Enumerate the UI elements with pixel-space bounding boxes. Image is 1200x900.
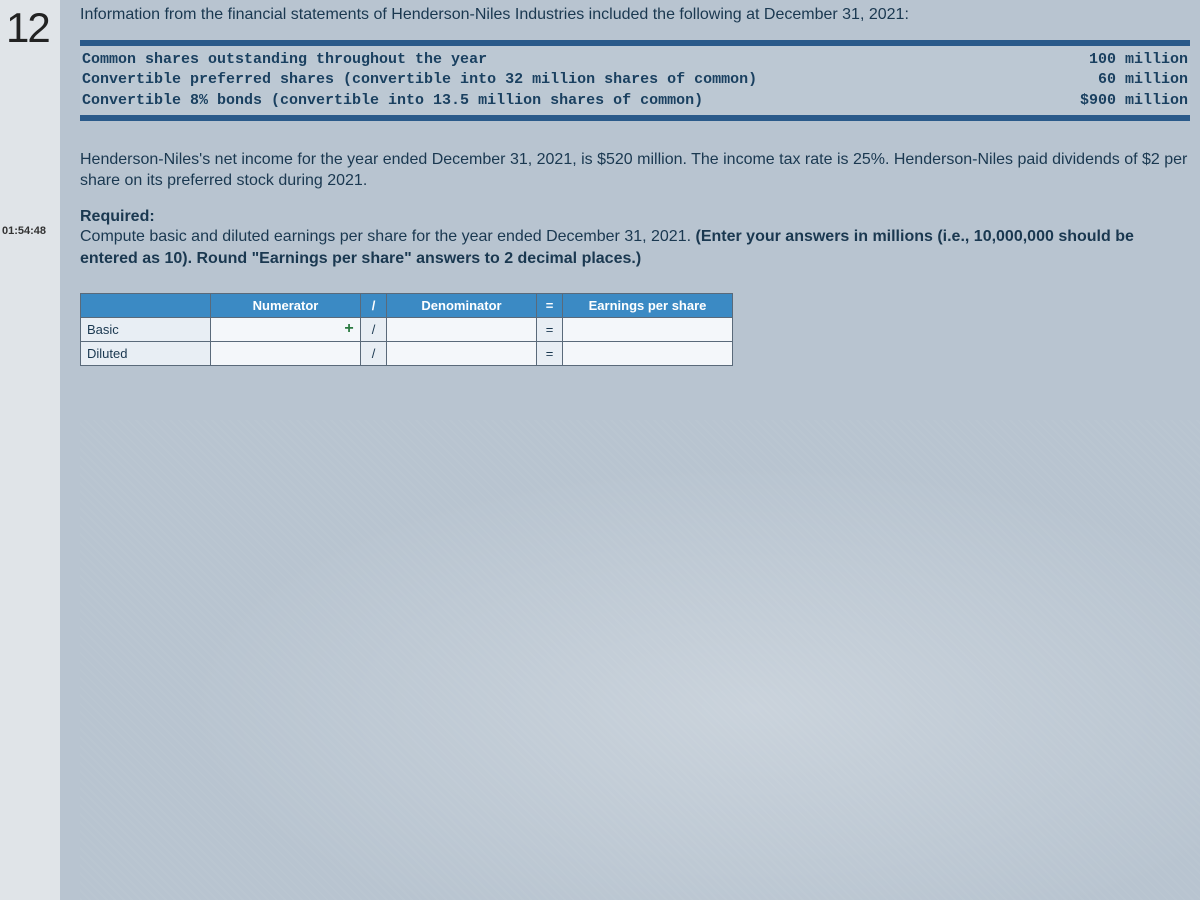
- basic-eps-cell[interactable]: [563, 318, 733, 342]
- left-rail: 12 01:54:48: [0, 0, 60, 900]
- info-value: $900 million: [1060, 91, 1188, 111]
- diluted-denominator-input[interactable]: [393, 345, 530, 362]
- required-text: Compute basic and diluted earnings per s…: [80, 226, 1190, 269]
- diluted-numerator-input[interactable]: [217, 345, 354, 362]
- required-block: Required: Compute basic and diluted earn…: [80, 208, 1190, 269]
- plus-icon[interactable]: +: [342, 323, 356, 337]
- question-content: Information from the financial statement…: [80, 6, 1190, 366]
- header-denominator: Denominator: [387, 294, 537, 318]
- info-label: Convertible preferred shares (convertibl…: [82, 70, 757, 90]
- op-divide: /: [361, 342, 387, 366]
- basic-denominator-input[interactable]: [393, 321, 530, 338]
- header-numerator: Numerator: [211, 294, 361, 318]
- row-label-basic: Basic: [81, 318, 211, 342]
- basic-eps-input[interactable]: [569, 321, 726, 338]
- op-divide: /: [361, 318, 387, 342]
- screen-glare: [80, 420, 1200, 900]
- financial-info-box: Common shares outstanding throughout the…: [80, 40, 1190, 121]
- intro-text: Information from the financial statement…: [80, 6, 1190, 24]
- op-equals: =: [537, 342, 563, 366]
- info-value: 100 million: [1069, 50, 1188, 70]
- basic-numerator-cell[interactable]: +: [211, 318, 361, 342]
- header-divide: /: [361, 294, 387, 318]
- info-row: Convertible 8% bonds (convertible into 1…: [82, 91, 1188, 111]
- context-paragraph: Henderson-Niles's net income for the yea…: [80, 149, 1190, 192]
- info-label: Common shares outstanding throughout the…: [82, 50, 487, 70]
- timer: 01:54:48: [2, 225, 46, 237]
- eps-table: Numerator / Denominator = Earnings per s…: [80, 293, 733, 366]
- diluted-eps-cell[interactable]: [563, 342, 733, 366]
- required-text-main: Compute basic and diluted earnings per s…: [80, 228, 696, 245]
- diluted-eps-input[interactable]: [569, 345, 726, 362]
- diluted-numerator-cell[interactable]: [211, 342, 361, 366]
- question-number: 12: [0, 0, 60, 56]
- table-row: Basic + / =: [81, 318, 733, 342]
- header-blank: [81, 294, 211, 318]
- header-equals: =: [537, 294, 563, 318]
- row-label-diluted: Diluted: [81, 342, 211, 366]
- info-label: Convertible 8% bonds (convertible into 1…: [82, 91, 703, 111]
- op-equals: =: [537, 318, 563, 342]
- header-eps: Earnings per share: [563, 294, 733, 318]
- basic-denominator-cell[interactable]: [387, 318, 537, 342]
- basic-numerator-input[interactable]: [217, 321, 354, 338]
- diluted-denominator-cell[interactable]: [387, 342, 537, 366]
- info-row: Common shares outstanding throughout the…: [82, 50, 1188, 70]
- info-value: 60 million: [1078, 70, 1188, 90]
- info-row: Convertible preferred shares (convertibl…: [82, 70, 1188, 90]
- required-label: Required:: [80, 208, 1190, 226]
- table-row: Diluted / =: [81, 342, 733, 366]
